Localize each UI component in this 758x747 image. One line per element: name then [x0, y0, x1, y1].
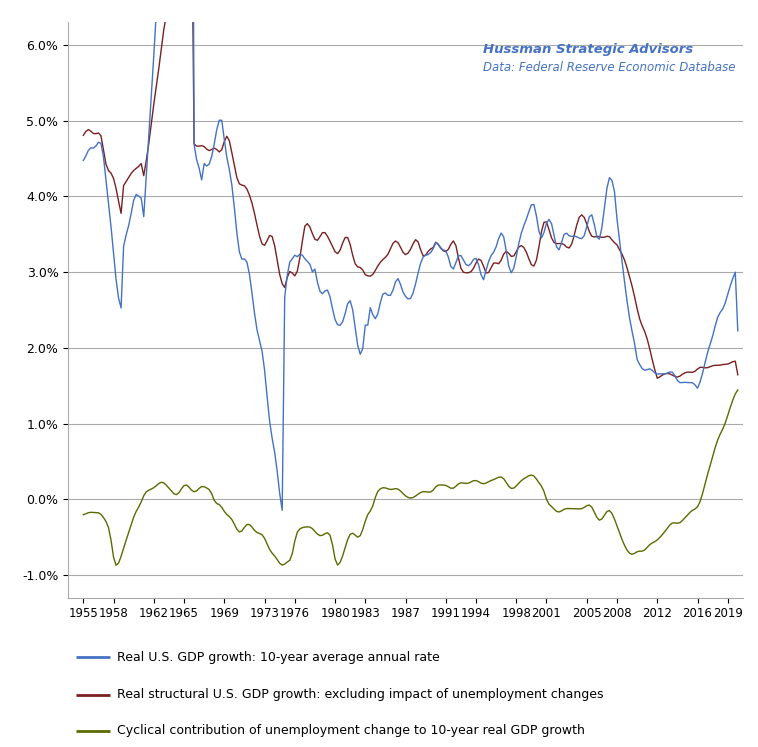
Text: Cyclical contribution of unemployment change to 10-year real GDP growth: Cyclical contribution of unemployment ch… — [117, 724, 585, 737]
Text: Data: Federal Reserve Economic Database: Data: Federal Reserve Economic Database — [483, 61, 735, 74]
Text: Real structural U.S. GDP growth: excluding impact of unemployment changes: Real structural U.S. GDP growth: excludi… — [117, 688, 604, 701]
Text: Real U.S. GDP growth: 10-year average annual rate: Real U.S. GDP growth: 10-year average an… — [117, 651, 440, 664]
Text: Hussman Strategic Advisors: Hussman Strategic Advisors — [483, 43, 694, 55]
